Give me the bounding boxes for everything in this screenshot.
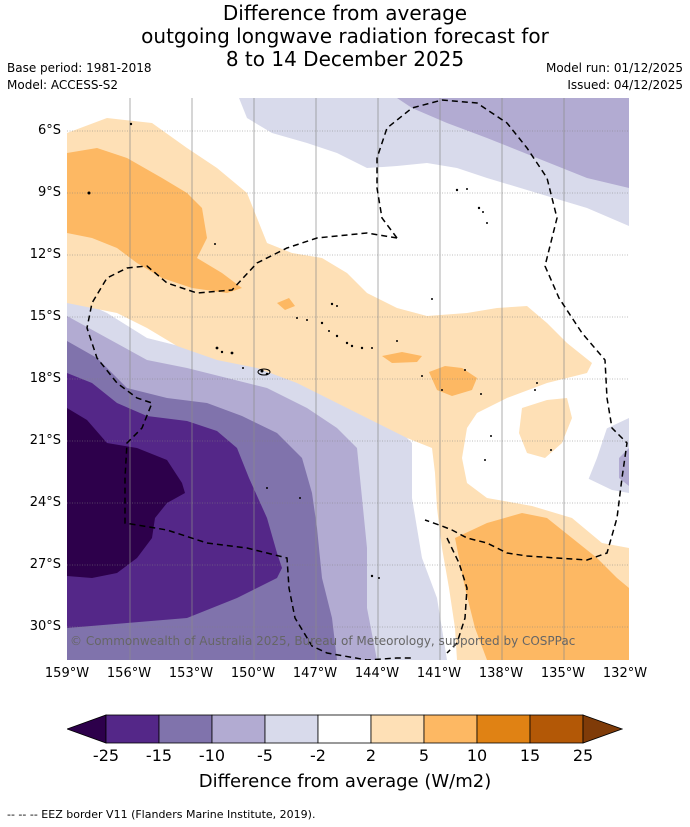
colorbar-segment	[211, 714, 266, 744]
colorbar-extend-min	[67, 714, 107, 744]
lat-label-6s: 6°S	[37, 123, 61, 138]
colorbar-segment	[158, 714, 213, 744]
lon-label-156w: 156°W	[106, 666, 152, 681]
colorbar	[67, 714, 623, 744]
colorbar-tick-neg10: -10	[198, 746, 226, 765]
colorbar-segment	[317, 714, 372, 744]
colorbar-segment	[264, 714, 319, 744]
olr-anomaly-map	[67, 98, 629, 660]
title-line-1: Difference from average	[222, 1, 468, 25]
lon-label-153w: 153°W	[168, 666, 214, 681]
lat-label-27s: 27°S	[29, 557, 61, 572]
map-gridlines	[67, 130, 629, 628]
colorbar-segment	[423, 714, 478, 744]
lon-label-159w: 159°W	[44, 666, 90, 681]
colorbar-tick-neg5: -5	[257, 746, 273, 765]
lon-label-135w: 135°W	[540, 666, 586, 681]
anomaly-region-orange-tiny	[277, 298, 295, 310]
issued-date: Issued: 04/12/2025	[567, 78, 683, 92]
islands	[87, 122, 552, 579]
colorbar-tick-neg2: -2	[310, 746, 326, 765]
colorbar-tick-2: 2	[365, 746, 377, 765]
model-run: Model run: 01/12/2025	[545, 61, 683, 75]
colorbar-tick-neg25: -25	[92, 746, 120, 765]
title-line-2: outgoing longwave radiation forecast for	[141, 24, 549, 48]
anomaly-region-darkest-purple-sw	[67, 408, 185, 578]
eez-border	[86, 232, 412, 660]
colorbar-segment	[105, 714, 160, 744]
anomaly-region-orange-central	[429, 366, 477, 396]
lat-label-18s: 18°S	[29, 371, 61, 386]
colorbar-title: Difference from average (W/m2)	[198, 771, 492, 792]
atoll-outline	[257, 368, 271, 376]
lat-label-21s: 21°S	[29, 433, 61, 448]
colorbar-segment	[370, 714, 425, 744]
lon-label-141w: 141°W	[416, 666, 462, 681]
anomaly-region-light-orange-east	[519, 398, 572, 458]
base-period: Base period: 1981-2018	[7, 61, 152, 75]
lat-label-24s: 24°S	[29, 495, 61, 510]
colorbar-tick-15: 15	[519, 746, 541, 765]
colorbar-extend-max	[582, 714, 623, 744]
lon-label-147w: 147°W	[292, 666, 338, 681]
lon-label-144w: 144°W	[354, 666, 400, 681]
anomaly-region-orange-nw	[67, 148, 242, 293]
eez-border-inner	[446, 537, 468, 654]
anomaly-region-orange-se	[455, 513, 629, 660]
title-line-3: 8 to 14 December 2025	[225, 47, 465, 71]
anomaly-region-orange-small	[382, 352, 422, 363]
lon-label-132w: 132°W	[602, 666, 648, 681]
lon-label-150w: 150°W	[230, 666, 276, 681]
lat-label-12s: 12°S	[29, 247, 61, 262]
lat-label-9s: 9°S	[37, 185, 61, 200]
anomaly-region-light-purple-east	[582, 418, 629, 493]
anomaly-region-purple-ne	[397, 98, 629, 188]
eez-border-east	[376, 99, 628, 561]
lat-label-15s: 15°S	[29, 309, 61, 324]
colorbar-segment	[476, 714, 531, 744]
copyright-notice: © Commonwealth of Australia 2025, Bureau…	[70, 634, 576, 648]
colorbar-segment	[529, 714, 584, 744]
colorbar-tick-neg15: -15	[145, 746, 173, 765]
lon-label-138w: 138°W	[478, 666, 524, 681]
map-meridians	[129, 98, 565, 660]
colorbar-tick-5: 5	[418, 746, 430, 765]
model-name: Model: ACCESS-S2	[7, 78, 119, 92]
colorbar-tick-25: 25	[572, 746, 594, 765]
lat-label-30s: 30°S	[29, 619, 61, 634]
eez-footnote: -- -- -- EEZ border V11 (Flanders Marine…	[7, 808, 316, 821]
colorbar-tick-10: 10	[466, 746, 488, 765]
